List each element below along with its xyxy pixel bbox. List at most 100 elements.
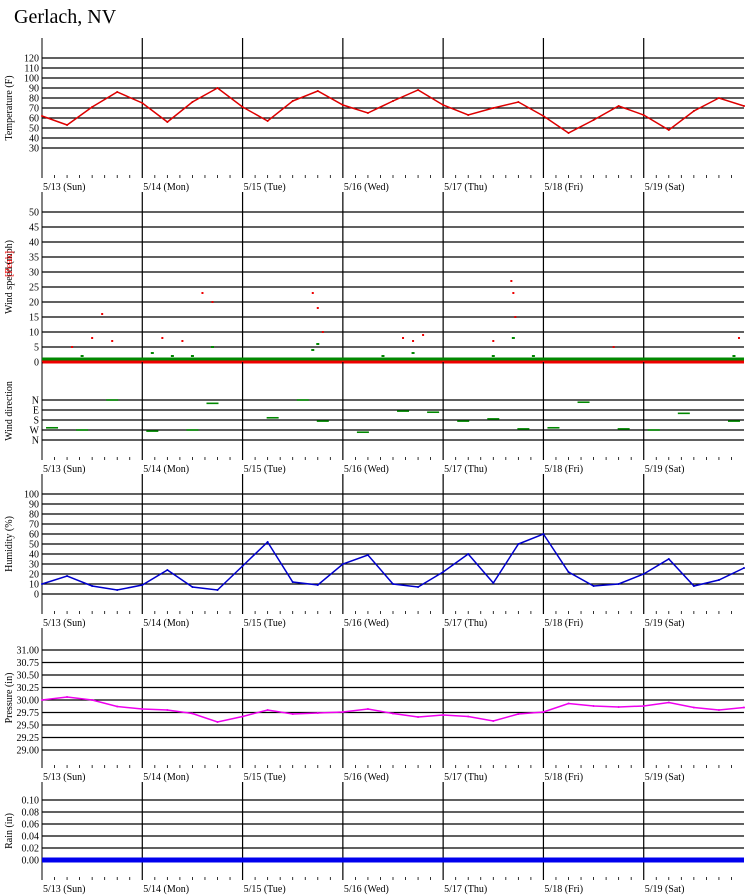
pressure-point — [417, 716, 420, 718]
y-tick-label: 15 — [29, 313, 39, 324]
wind-avg-point — [50, 358, 54, 360]
wind-avg-point — [311, 349, 315, 351]
humidity-point — [567, 571, 570, 573]
y-tick-label: 0.08 — [22, 808, 40, 819]
wind-direction-point — [296, 399, 309, 401]
y-tick-label: 0.04 — [22, 832, 40, 843]
wind-avg-point — [592, 358, 596, 360]
y-tick-label: 10 — [29, 580, 39, 591]
day-label: 5/18 (Fri) — [544, 884, 583, 895]
wind-peak-point — [201, 292, 204, 294]
y-tick-label: 30.25 — [17, 683, 40, 694]
day-label: 5/14 (Mon) — [143, 182, 189, 193]
day-label: 5/16 (Wed) — [344, 618, 389, 629]
wind-avg-point — [411, 352, 415, 354]
humidity-point — [642, 573, 645, 575]
y-tick-label: 0.06 — [22, 820, 40, 831]
pressure-point — [41, 699, 43, 701]
humidity-point — [91, 585, 94, 587]
wind-avg-point — [662, 358, 666, 360]
humidity-point — [191, 586, 194, 588]
wind-peak-point — [101, 313, 104, 315]
wind-peak-point — [161, 337, 164, 339]
y-tick-label: 60 — [29, 530, 39, 541]
day-label: 5/19 (Sat) — [645, 182, 685, 193]
wind-avg-point — [381, 355, 385, 357]
wind-avg-point — [431, 358, 435, 360]
humidity-point — [743, 567, 745, 569]
y-tick-label: 110 — [24, 64, 39, 75]
temperature-point — [743, 105, 745, 107]
y-tick-label: 70 — [29, 520, 39, 531]
y-tick-label: 80 — [29, 510, 39, 521]
y-tick-label: 31.00 — [17, 646, 40, 657]
humidity-point — [341, 563, 344, 565]
humidity-point — [392, 583, 394, 585]
wind-direction-point — [727, 420, 740, 422]
day-label: 5/13 (Sun) — [43, 618, 86, 629]
y-tick-label: 60 — [29, 114, 39, 125]
wind-direction-point — [617, 428, 630, 430]
humidity-point — [667, 558, 670, 560]
pressure-series-line — [41, 696, 745, 723]
temperature-point — [141, 102, 144, 104]
y-tick-label: 0 — [34, 358, 39, 369]
y-tick-label: 29.75 — [17, 708, 40, 719]
pressure-point — [667, 701, 670, 704]
humidity-point — [216, 589, 219, 591]
humidity-point — [266, 541, 269, 543]
temperature-point — [492, 107, 495, 109]
temperature-point — [667, 129, 670, 131]
wind-peak-point — [612, 346, 615, 348]
temperature-point — [241, 106, 244, 108]
temperature-point — [41, 115, 43, 117]
day-label: 5/17 (Thu) — [444, 464, 487, 475]
pressure-point — [442, 714, 445, 716]
wind-avg-point — [491, 355, 495, 357]
wind-direction-point — [517, 428, 530, 430]
y-tick-label: 90 — [29, 500, 39, 511]
y-tick-label: N — [32, 396, 39, 407]
pressure-point — [467, 715, 470, 718]
temperature-point — [91, 106, 94, 108]
y-axis-label: Humidity (%) — [4, 516, 15, 572]
day-label: 5/16 (Wed) — [344, 464, 389, 475]
pressure-point — [642, 705, 645, 707]
wind-direction-point — [427, 411, 440, 414]
y-axis-label: Temperature (F) — [4, 75, 15, 140]
temperature-point — [567, 132, 570, 134]
wind-direction-point — [206, 402, 219, 405]
y-tick-label: 45 — [29, 223, 39, 234]
day-label: 5/16 (Wed) — [344, 772, 389, 783]
temperature-point — [216, 87, 219, 89]
y-tick-label: E — [33, 406, 39, 417]
day-label: 5/17 (Thu) — [444, 884, 487, 895]
humidity-point — [542, 533, 545, 535]
humidity-point — [241, 565, 244, 567]
temperature-point — [642, 114, 645, 116]
day-label: 5/14 (Mon) — [143, 772, 189, 783]
y-tick-label: 50 — [29, 540, 39, 551]
humidity-point — [116, 589, 119, 591]
humidity-point — [366, 554, 369, 556]
temperature-point — [692, 110, 695, 112]
pressure-point — [191, 712, 194, 715]
temperature-point — [467, 114, 470, 116]
temperature-point — [617, 105, 620, 107]
y-tick-label: 50 — [29, 208, 39, 219]
wind-direction-point — [46, 426, 59, 429]
y-tick-label: 50 — [29, 124, 39, 135]
wind-peak-point — [512, 292, 515, 294]
humidity-point — [617, 583, 620, 585]
y-tick-label: 100 — [24, 74, 39, 85]
day-label: 5/16 (Wed) — [344, 884, 389, 895]
y-axis-label: Wind direction — [4, 381, 15, 441]
wind-avg-point — [170, 355, 174, 357]
y-axis-label: Wind speed (mph) — [4, 240, 15, 314]
wind-avg-point — [120, 358, 124, 360]
wind-direction-point — [647, 429, 660, 431]
wind-avg-point — [190, 355, 194, 357]
pressure-point — [692, 706, 695, 709]
temperature-point — [266, 120, 269, 122]
